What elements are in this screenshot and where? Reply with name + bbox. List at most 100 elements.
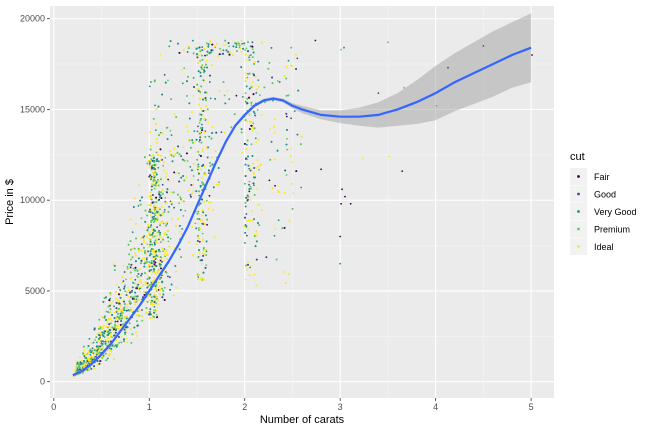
data-point (159, 132, 161, 135)
data-point (205, 240, 208, 243)
data-point (276, 149, 279, 152)
data-point (87, 357, 89, 360)
data-point (245, 264, 248, 267)
data-point (160, 288, 162, 290)
data-point (151, 316, 154, 319)
data-point (127, 243, 130, 246)
data-point (157, 199, 160, 202)
data-point (104, 352, 107, 355)
data-point (133, 298, 136, 300)
data-point (111, 328, 114, 331)
data-point (256, 88, 258, 91)
data-point (201, 277, 204, 280)
data-point (183, 179, 186, 182)
data-point (173, 147, 176, 150)
data-point (207, 146, 209, 149)
data-point (107, 317, 110, 319)
data-point (205, 250, 208, 253)
data-point (284, 169, 287, 172)
data-point (224, 102, 227, 105)
data-point (209, 165, 212, 167)
data-point (146, 236, 148, 238)
data-point (252, 93, 255, 95)
data-point (117, 317, 119, 319)
data-point (163, 211, 166, 213)
data-point (175, 172, 177, 175)
data-point (113, 334, 115, 337)
data-point (230, 126, 233, 129)
data-point (205, 42, 208, 45)
data-point (144, 260, 147, 263)
data-point (243, 42, 246, 45)
data-point (81, 364, 84, 367)
data-point (98, 362, 101, 365)
data-point (146, 278, 149, 280)
data-point (203, 165, 206, 168)
data-point (242, 47, 245, 50)
data-point (204, 54, 206, 57)
data-point (206, 54, 209, 56)
data-point (115, 311, 118, 313)
data-point (273, 158, 276, 161)
data-point (200, 85, 203, 88)
data-point (146, 301, 149, 303)
data-point (248, 188, 251, 190)
data-point (182, 215, 185, 217)
data-point (252, 171, 255, 174)
data-point (130, 328, 133, 331)
data-point (144, 262, 147, 264)
data-point (170, 191, 173, 194)
data-point (153, 168, 156, 171)
data-point (124, 290, 127, 293)
data-point (224, 44, 227, 46)
data-point (153, 178, 156, 181)
data-point (116, 325, 119, 327)
data-point (254, 167, 257, 169)
data-point (222, 49, 225, 52)
data-point (181, 69, 183, 71)
data-point (178, 180, 181, 183)
data-point (154, 184, 157, 187)
data-point (202, 98, 204, 101)
data-point (164, 271, 167, 273)
data-point (144, 272, 147, 275)
data-point (252, 182, 255, 185)
data-point (126, 268, 129, 270)
data-point (184, 209, 187, 212)
data-point (113, 269, 116, 271)
data-point (208, 81, 211, 83)
data-point (250, 187, 252, 190)
data-point (136, 287, 139, 290)
data-point (275, 258, 278, 261)
data-point (164, 157, 167, 159)
data-point (202, 66, 204, 69)
data-point (91, 358, 94, 361)
data-point (170, 203, 173, 206)
data-point (237, 44, 240, 46)
data-point (199, 48, 201, 51)
data-point (110, 336, 112, 338)
data-point (202, 238, 205, 241)
data-point (239, 47, 242, 50)
data-point (82, 352, 84, 354)
data-point (143, 257, 146, 259)
data-point (146, 260, 149, 263)
data-point (118, 286, 120, 289)
data-point (241, 42, 244, 45)
data-point (109, 334, 112, 336)
data-point (128, 253, 131, 256)
data-point (108, 318, 110, 321)
data-point (149, 284, 151, 286)
data-point (103, 336, 106, 339)
data-point (287, 94, 290, 97)
data-point (199, 259, 202, 262)
data-point (153, 296, 156, 298)
data-point (147, 285, 150, 288)
data-point (77, 366, 80, 369)
data-point (283, 191, 286, 194)
data-point (248, 274, 251, 276)
data-point (154, 243, 156, 246)
data-point (107, 305, 110, 308)
data-point (268, 179, 271, 182)
data-point (201, 240, 204, 242)
